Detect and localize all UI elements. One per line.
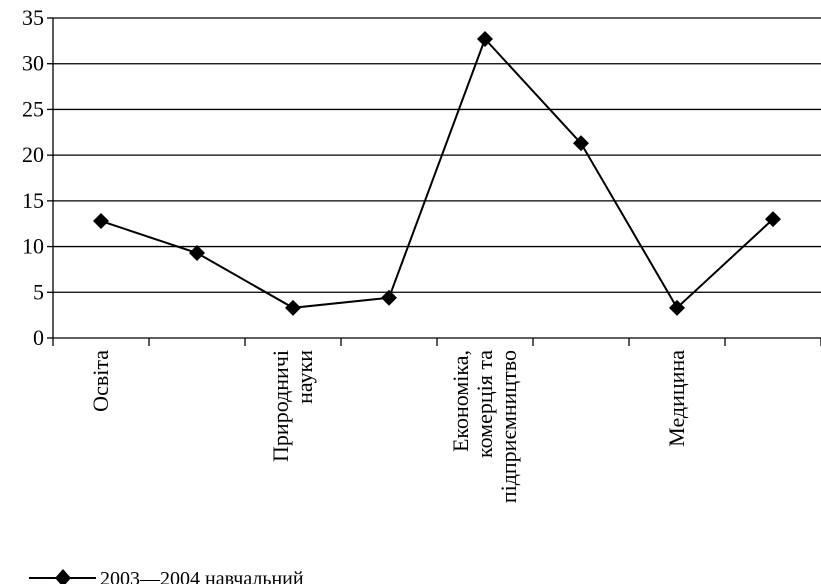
series-layer [93, 31, 781, 316]
x-category-label: Освіта [88, 350, 113, 412]
x-category-label: Медицина [664, 350, 689, 447]
data-point-marker [381, 289, 397, 306]
y-axis: 0 5 10 15 20 25 30 35 [22, 5, 54, 350]
series-line [100, 37, 774, 310]
data-point-marker [189, 244, 205, 261]
data-point-marker [765, 211, 781, 228]
legend: 2003—2004 навчальний [29, 568, 304, 584]
y-tick-label: 5 [33, 279, 44, 304]
gridlines [53, 17, 821, 293]
data-point-marker [285, 299, 301, 316]
y-tick-label: 20 [22, 142, 44, 167]
x-axis: Освіта Природничінауки Економіка,комерція … [52, 337, 821, 503]
y-tick-label: 25 [22, 96, 44, 121]
data-point-marker [93, 212, 109, 229]
y-tick-label: 15 [22, 188, 44, 213]
x-category-label: Природничінауки [268, 350, 317, 462]
y-tick-label: 35 [22, 5, 44, 30]
data-point-marker [573, 135, 589, 152]
data-point-marker [669, 299, 685, 316]
legend-diamond-marker [55, 569, 71, 584]
legend-label: 2003—2004 навчальний [100, 568, 304, 584]
x-category-label: Економіка,комерція тапідприємництво [448, 350, 521, 503]
data-point-marker [477, 31, 493, 48]
y-tick-label: 30 [22, 51, 44, 76]
y-tick-label: 0 [33, 325, 44, 350]
y-tick-label: 10 [22, 234, 44, 259]
